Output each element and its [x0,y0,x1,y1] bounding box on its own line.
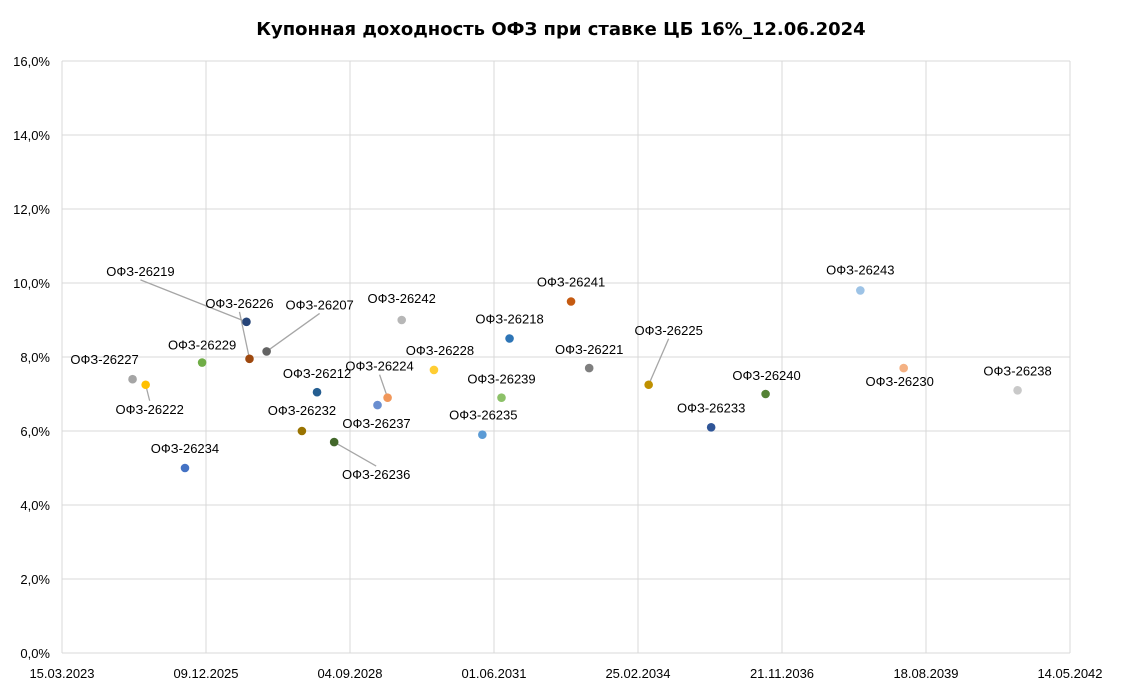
x-axis-tick-labels: 15.03.2023 09.12.2025 04.09.2028 01.06.2031… [29,666,1102,681]
label-leader-lines [140,279,670,467]
data-point [505,334,514,343]
x-tick-label-3: 01.06.2031 [461,666,526,681]
x-tick-label-6: 18.08.2039 [893,666,958,681]
data-point [141,380,150,390]
data-point [1013,386,1022,395]
y-gridlines [62,60,1070,654]
data-point-label: ОФЗ-26232 [268,403,336,418]
data-point [478,430,487,440]
x-tick-label-1: 09.12.2025 [173,666,238,681]
data-point-label: ОФЗ-26239 [467,372,535,387]
data-point-label: ОФЗ-26227 [70,352,138,367]
leader-line-4 [140,279,247,323]
data-point [644,380,653,390]
data-point [242,317,251,327]
data-point [497,393,506,403]
y-tick-label-7: 14,0% [13,128,50,143]
x-tick-label-4: 25.02.2034 [605,666,670,681]
data-point-label: ОФЗ-26240 [732,368,800,383]
x-tick-label-7: 14.05.2042 [1037,666,1102,681]
y-tick-label-3: 6,0% [20,424,50,439]
data-point-labels: ОФЗ-26227 ОФЗ-26222 ОФЗ-26234 ОФЗ-26229 ОФЗ-… [70,262,1051,482]
data-point [312,387,322,397]
data-point-label: ОФЗ-26207 [285,297,353,312]
data-point [262,347,271,356]
leader-line-9 [333,441,377,467]
x-tick-label-0: 15.03.2023 [29,666,94,681]
data-point [429,365,439,375]
data-point-label: ОФЗ-26224 [345,359,413,374]
data-point [899,363,908,373]
data-point [761,389,770,399]
data-point [373,400,382,410]
data-point [297,426,307,436]
data-point-label: ОФЗ-26226 [205,296,273,311]
data-point [584,363,594,373]
data-point-label: ОФЗ-26230 [866,374,934,389]
data-point-label: ОФЗ-26238 [983,363,1051,378]
data-point-label: ОФЗ-26212 [283,366,351,381]
data-point [397,315,406,325]
data-point [245,354,254,364]
y-tick-label-0: 0,0% [20,646,50,661]
y-tick-label-1: 2,0% [20,572,50,587]
leader-line-6 [266,312,321,352]
data-point-label: ОФЗ-26233 [677,400,745,415]
data-point-label: ОФЗ-26222 [115,402,183,417]
data-point-label: ОФЗ-26234 [151,441,219,456]
data-point-label: ОФЗ-26225 [634,323,702,338]
data-point [197,358,207,367]
chart-title: Купонная доходность ОФЗ при ставке ЦБ 16… [256,19,865,40]
leader-line-19 [648,338,670,386]
y-tick-label-5: 10,0% [13,276,50,291]
data-point-label: ОФЗ-26221 [555,342,623,357]
data-point-label: ОФЗ-26229 [168,338,236,353]
data-point [180,463,190,473]
y-tick-label-8: 16,0% [13,54,50,69]
data-point [706,423,716,432]
data-point [383,393,392,403]
data-point-label: ОФЗ-26219 [106,264,174,279]
leader-line-5 [238,311,251,359]
x-tick-label-2: 04.09.2028 [317,666,382,681]
data-point-label: ОФЗ-26236 [342,467,410,482]
data-point [128,374,137,384]
data-point-label: ОФЗ-26243 [826,262,894,277]
data-point-label: ОФЗ-26228 [406,343,474,358]
data-point [856,286,865,295]
data-point-label: ОФЗ-26235 [449,408,517,423]
data-point-label: ОФЗ-26241 [537,275,605,290]
data-point [566,297,576,306]
y-tick-label-2: 4,0% [20,498,50,513]
data-point-label: ОФЗ-26218 [475,312,543,327]
y-tick-label-4: 8,0% [20,350,50,365]
data-points [128,286,1022,473]
data-point-label: ОФЗ-26237 [342,416,410,431]
data-point-label: ОФЗ-26242 [368,291,436,306]
y-tick-label-6: 12,0% [13,202,50,217]
data-point [329,437,339,447]
x-gridlines [61,61,1071,653]
y-axis-tick-labels: 0,0% 2,0% 4,0% 6,0% 8,0% 10,0% 12,0% 14,0% 16,0% [13,54,50,661]
x-tick-label-5: 21.11.2036 [750,666,814,681]
